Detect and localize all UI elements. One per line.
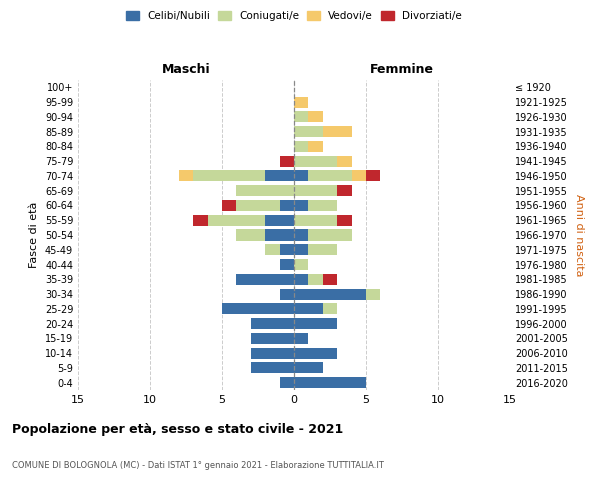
Bar — [265, 170, 294, 181]
Bar — [265, 230, 294, 240]
Bar — [294, 362, 323, 374]
Bar — [294, 170, 308, 181]
Bar — [294, 230, 308, 240]
Bar — [323, 274, 337, 285]
Bar — [366, 288, 380, 300]
Bar — [294, 333, 308, 344]
Legend: Celibi/Nubili, Coniugati/e, Vedovi/e, Divorziati/e: Celibi/Nubili, Coniugati/e, Vedovi/e, Di… — [123, 8, 465, 24]
Bar — [294, 156, 337, 166]
Bar — [308, 112, 323, 122]
Bar — [352, 170, 366, 181]
Bar — [323, 304, 337, 314]
Bar — [280, 288, 294, 300]
Bar — [251, 333, 294, 344]
Bar — [308, 170, 352, 181]
Bar — [236, 274, 294, 285]
Bar — [236, 200, 280, 211]
Bar — [308, 230, 352, 240]
Bar — [294, 377, 366, 388]
Bar — [323, 126, 352, 137]
Bar — [251, 362, 294, 374]
Y-axis label: Fasce di età: Fasce di età — [29, 202, 39, 268]
Bar — [280, 156, 294, 166]
Y-axis label: Anni di nascita: Anni di nascita — [574, 194, 584, 276]
Bar — [308, 141, 323, 152]
Bar — [337, 185, 352, 196]
Bar — [280, 377, 294, 388]
Bar — [294, 304, 323, 314]
Bar — [222, 200, 236, 211]
Bar — [308, 244, 337, 256]
Bar — [294, 126, 323, 137]
Bar — [193, 170, 265, 181]
Bar — [179, 170, 193, 181]
Bar — [236, 230, 265, 240]
Bar — [294, 214, 337, 226]
Bar — [280, 244, 294, 256]
Bar — [308, 274, 323, 285]
Bar — [294, 96, 308, 108]
Bar — [251, 318, 294, 329]
Bar — [294, 318, 337, 329]
Bar — [294, 274, 308, 285]
Bar — [265, 244, 280, 256]
Bar — [208, 214, 265, 226]
Bar — [294, 141, 308, 152]
Bar — [294, 244, 308, 256]
Bar — [193, 214, 208, 226]
Bar — [294, 259, 308, 270]
Bar — [294, 112, 308, 122]
Bar — [294, 288, 366, 300]
Bar — [337, 156, 352, 166]
Bar — [265, 214, 294, 226]
Bar — [251, 348, 294, 358]
Bar — [337, 214, 352, 226]
Bar — [280, 259, 294, 270]
Text: Popolazione per età, sesso e stato civile - 2021: Popolazione per età, sesso e stato civil… — [12, 422, 343, 436]
Bar — [308, 200, 337, 211]
Bar — [294, 185, 337, 196]
Bar — [280, 200, 294, 211]
Bar — [222, 304, 294, 314]
Bar — [294, 200, 308, 211]
Bar — [366, 170, 380, 181]
Bar — [294, 348, 337, 358]
Text: Femmine: Femmine — [370, 62, 434, 76]
Text: Maschi: Maschi — [161, 62, 211, 76]
Text: COMUNE DI BOLOGNOLA (MC) - Dati ISTAT 1° gennaio 2021 - Elaborazione TUTTITALIA.: COMUNE DI BOLOGNOLA (MC) - Dati ISTAT 1°… — [12, 460, 384, 469]
Bar — [236, 185, 294, 196]
